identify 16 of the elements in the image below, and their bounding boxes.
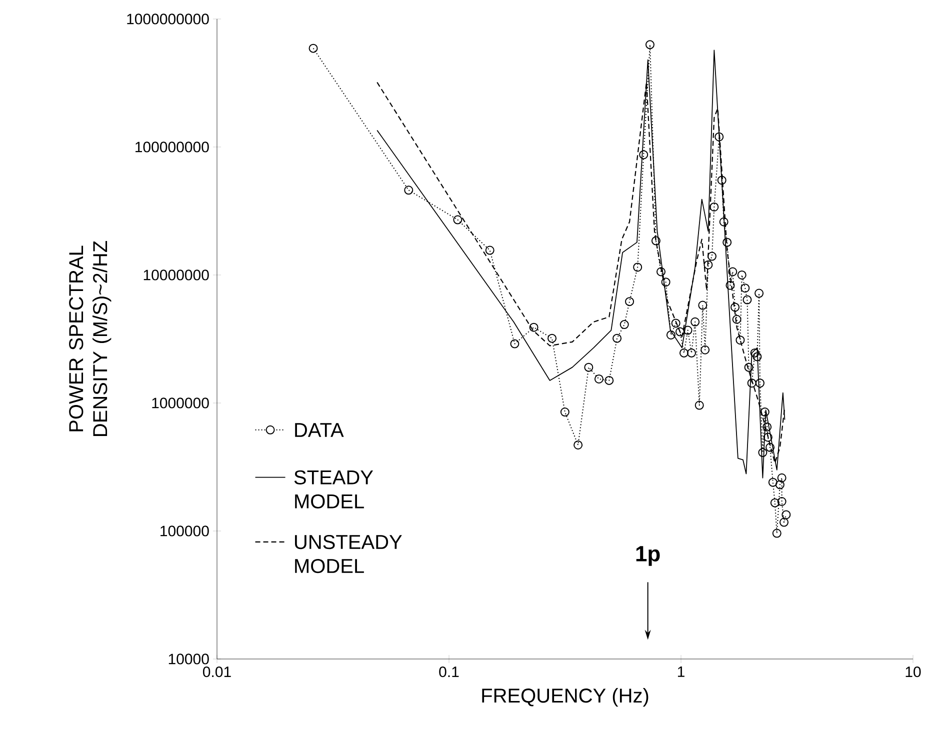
y-axis-title: POWER SPECTRAL DENSITY (M/S)~2/HZ [69,241,112,436]
y-tick-label: 10000000 [144,270,209,280]
x-tick-label: 10 [906,666,921,678]
annotation: 1p [636,546,660,566]
y-tick-label: 1000000 [152,398,209,408]
y-tick-label: 100000 [160,526,209,536]
y-tick-label: 100000000 [136,142,209,152]
legend-label: STEADY MODEL [294,470,374,508]
y-tick-label: 10000 [168,654,209,664]
legend-label: DATA [295,423,344,437]
y-tick-label: 1000000000 [127,14,209,24]
legend-label: UNSTEADY MODEL [295,534,402,574]
x-tick-label: 0.1 [439,666,459,678]
x-axis-title: FREQUENCY (Hz) [482,688,648,707]
x-tick-label: 1 [678,666,684,677]
x-tick-label: 0.01 [202,666,231,678]
